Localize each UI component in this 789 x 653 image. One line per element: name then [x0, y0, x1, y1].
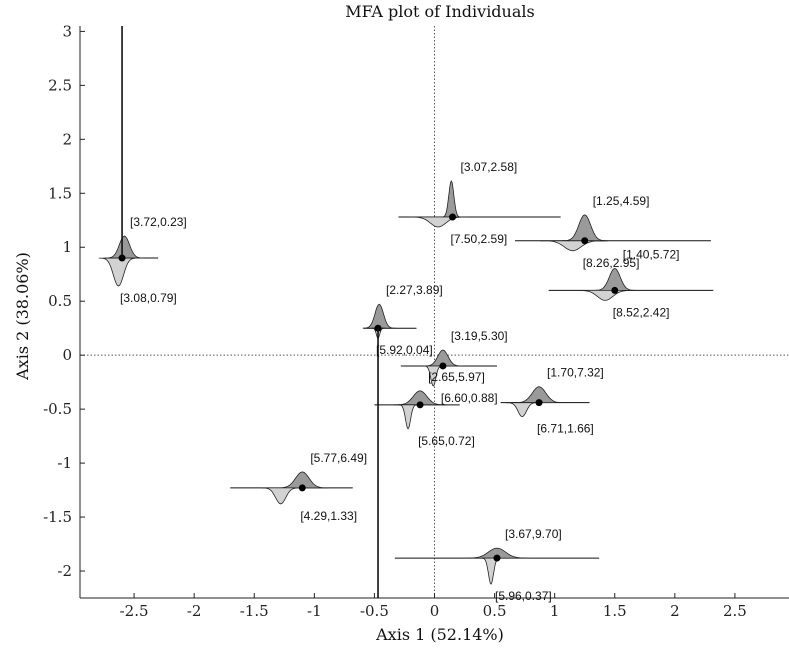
- upper-annotation: [1.40,5.72]: [623, 247, 680, 261]
- plot-area: -2.5 -2 -1.5 -1 -0.5 0 0.5 1 1.5 2 2.5 3 2.5 2 1.5 1 0.5…: [43, 22, 789, 620]
- upper-annotation: [5.77,6.49]: [310, 451, 367, 465]
- lower-density: [505, 402, 539, 418]
- lower-annotation: [4.29,1.33]: [300, 509, 357, 523]
- upper-density: [393, 390, 447, 406]
- lower-density: [539, 240, 606, 252]
- data-point: [493, 554, 501, 562]
- lower-annotation: [6.60,0.88]: [441, 391, 498, 405]
- x-tick-label: 2.5: [723, 602, 747, 620]
- data-point: [535, 399, 543, 407]
- upper-density: [593, 267, 637, 291]
- lower-density: [575, 290, 635, 301]
- x-tick-label: 2: [670, 602, 680, 620]
- y-tick-label: -2: [57, 562, 72, 580]
- upper-annotation: [3.67,9.70]: [505, 527, 562, 541]
- x-tick-label: 1.5: [603, 602, 627, 620]
- lower-annotation: [3.08,0.79]: [120, 291, 177, 305]
- x-axis-label: Axis 1 (52.14%): [375, 625, 504, 644]
- y-tick-label: 2: [62, 130, 72, 148]
- data-point: [611, 286, 619, 294]
- x-tick-label: -2.5: [120, 602, 149, 620]
- y-tick-label: 0: [62, 346, 72, 364]
- x-tick-label: -1: [307, 602, 322, 620]
- upper-annotation: [2.27,3.89]: [386, 283, 443, 297]
- upper-density: [512, 386, 566, 403]
- upper-annotation: [3.72,0.23]: [130, 215, 187, 229]
- lower-density: [481, 557, 501, 585]
- lower-annotation: [8.52,2.42]: [613, 305, 670, 319]
- x-tick-label: 1: [550, 602, 560, 620]
- data-point: [298, 484, 306, 492]
- x-tick-label: 0: [430, 602, 440, 620]
- data-point: [416, 401, 424, 409]
- upper-density: [276, 471, 329, 489]
- y-tick-label: 1.5: [48, 184, 72, 202]
- data-point: [449, 213, 457, 221]
- upper-density: [423, 349, 463, 367]
- upper-density: [561, 214, 608, 242]
- y-tick-label: -1: [57, 454, 72, 472]
- upper-density: [464, 547, 530, 559]
- data-point: [439, 362, 447, 370]
- lower-density: [408, 216, 468, 228]
- upper-annotation: [2.65,5.97]: [428, 370, 485, 384]
- y-tick-label: 3: [62, 22, 72, 40]
- upper-annotation: [3.07,2.58]: [461, 160, 518, 174]
- lower-density: [261, 487, 301, 505]
- x-tick-label: -0.5: [360, 602, 389, 620]
- y-tick-label: 1: [62, 238, 72, 256]
- y-tick-label: -0.5: [43, 400, 72, 418]
- lower-annotation: [8.26,2.95]: [583, 256, 640, 270]
- upper-density: [441, 180, 462, 218]
- upper-annotation: [3.19,5.30]: [451, 329, 508, 343]
- x-tick-label: -1.5: [240, 602, 269, 620]
- upper-annotation: [1.25,4.59]: [593, 194, 650, 208]
- y-tick-label: 0.5: [48, 292, 72, 310]
- lower-annotation: [5.96,0.37]: [495, 589, 552, 603]
- lower-annotation: [5.92,0.04]: [376, 343, 433, 357]
- data-point: [581, 237, 589, 245]
- y-tick-label: -1.5: [43, 508, 72, 526]
- upper-density: [104, 235, 145, 259]
- x-tick-label: -2: [187, 602, 202, 620]
- lower-density: [98, 257, 139, 287]
- upper-annotation: [1.70,7.32]: [547, 366, 604, 380]
- x-tick-label: 0.5: [483, 602, 507, 620]
- lower-annotation: [7.50,2.59]: [451, 232, 508, 246]
- lower-annotation: [6.71,1.66]: [537, 422, 594, 436]
- y-axis-label: Axis 2 (38.06%): [13, 252, 32, 381]
- y-tick-label: 2.5: [48, 76, 72, 94]
- lower-density: [398, 404, 418, 430]
- upper-density: [362, 303, 396, 329]
- lower-annotation: [5.65,0.72]: [418, 434, 475, 448]
- chart-title: MFA plot of Individuals: [345, 2, 534, 21]
